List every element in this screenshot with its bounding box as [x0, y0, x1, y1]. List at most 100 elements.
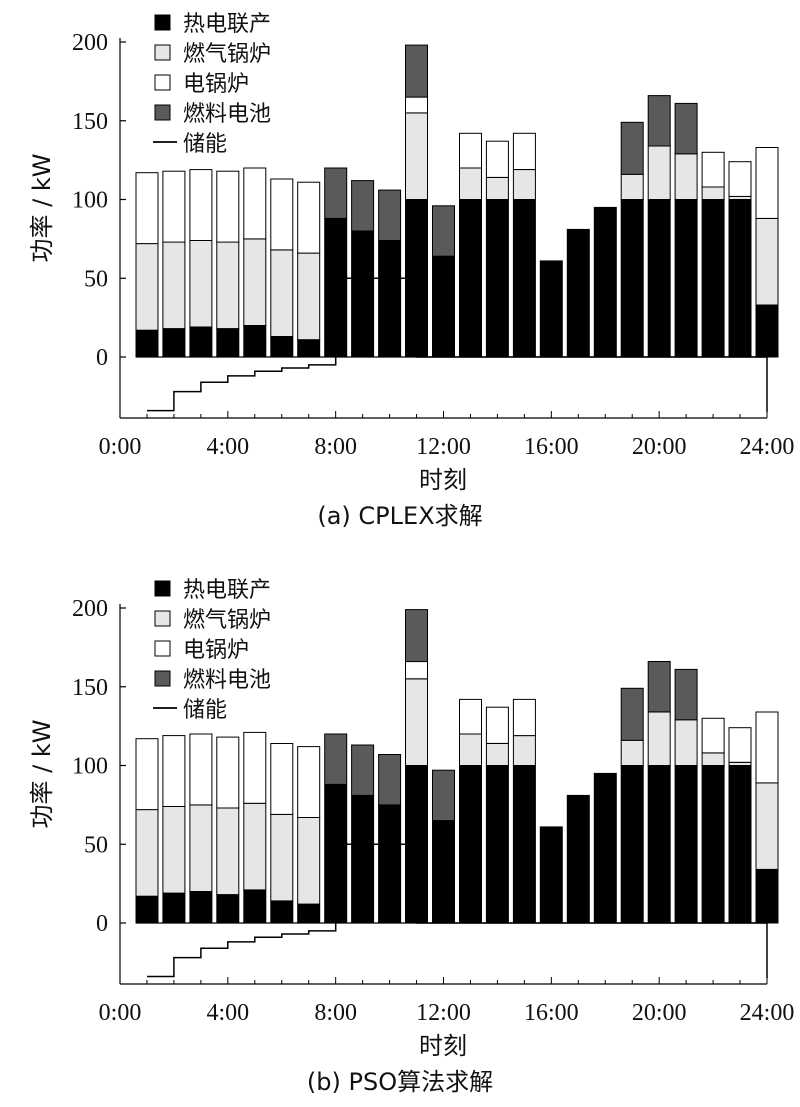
- legend-label: 热电联产: [183, 578, 271, 603]
- bar-segment: [647, 765, 671, 924]
- bar-segment: [405, 678, 428, 767]
- bar-segment: [459, 132, 482, 169]
- bar-segment: [512, 735, 536, 766]
- legend-label: 燃气锅炉: [183, 42, 271, 67]
- bar-segment: [216, 894, 240, 924]
- legend-label: 燃气锅炉: [183, 608, 271, 633]
- bar-segment: [243, 731, 267, 804]
- legend-label: 储能: [183, 698, 227, 723]
- bar-segment: [459, 765, 482, 924]
- bar-segment: [135, 243, 159, 331]
- bar-segment: [512, 132, 536, 171]
- x-tick-label: 24:00: [740, 434, 795, 460]
- y-tick-label: 50: [84, 266, 108, 292]
- bar-segment: [485, 140, 509, 178]
- bar-segment: [216, 241, 240, 330]
- bar-segment: [674, 765, 698, 924]
- bar-segment: [620, 687, 644, 741]
- bar-segment: [243, 325, 267, 358]
- bar-segment: [755, 147, 779, 219]
- bar-segment: [243, 802, 267, 891]
- bar-segment: [593, 206, 617, 358]
- bar-segment: [755, 711, 779, 784]
- bar-segment: [432, 820, 455, 924]
- bar-segment: [674, 668, 698, 721]
- legend-swatch: [154, 610, 171, 627]
- bar-segment: [701, 199, 725, 358]
- bar-segment: [485, 743, 509, 766]
- bar-segment: [351, 180, 375, 232]
- y-axis-label: 功率 / kW: [28, 720, 56, 829]
- bar-segment: [647, 145, 671, 200]
- bar-segment: [755, 217, 779, 306]
- y-tick-label: 150: [72, 675, 108, 701]
- legend-swatch: [154, 44, 171, 61]
- storage-line: [147, 843, 768, 979]
- bar-segment: [620, 765, 644, 924]
- x-tick-label: 20:00: [632, 434, 687, 460]
- bar-segment: [243, 167, 267, 240]
- legend-swatch: [154, 640, 171, 657]
- bar-segment: [620, 199, 644, 358]
- bar-segment: [405, 112, 428, 200]
- legend-label: 电锅炉: [183, 638, 249, 663]
- bar-segment: [216, 328, 240, 358]
- bar-segment: [351, 230, 375, 358]
- bar-segment: [135, 172, 159, 245]
- x-tick-label: 4:00: [206, 1000, 249, 1026]
- bar-segment: [189, 891, 213, 924]
- bar-segment: [459, 167, 482, 200]
- bar-segment: [485, 765, 509, 924]
- legend-label: 电锅炉: [183, 72, 249, 97]
- bar-segment: [297, 181, 321, 254]
- x-tick-label: 0:00: [99, 1000, 142, 1026]
- bar-segment: [728, 727, 752, 763]
- bar-segment: [297, 252, 321, 341]
- y-tick-label: 100: [72, 754, 108, 780]
- bar-segment: [485, 176, 509, 200]
- bar-segment: [512, 169, 536, 201]
- bar-segment: [162, 735, 186, 807]
- legend-swatch: [154, 580, 171, 597]
- bar-segment: [432, 769, 455, 822]
- bar-segment: [216, 807, 240, 896]
- bar-segment: [162, 241, 186, 330]
- bar-segment: [512, 698, 536, 737]
- bar-segment: [189, 733, 213, 806]
- bar-segment: [405, 609, 428, 663]
- chart-caption: (b) PSO算法求解: [307, 1068, 493, 1096]
- bar-segment: [189, 239, 213, 328]
- x-tick-label: 4:00: [206, 434, 249, 460]
- bar-segment: [189, 804, 213, 893]
- bar-segment: [539, 826, 563, 924]
- bar-segment: [270, 743, 294, 815]
- bar-segment: [324, 167, 348, 219]
- bar-segment: [728, 761, 752, 767]
- bar-segment: [459, 199, 482, 358]
- x-tick-label: 16:00: [524, 434, 579, 460]
- legend-swatch: [154, 670, 171, 687]
- bar-segment: [405, 661, 428, 680]
- bar-segment: [162, 806, 186, 894]
- chart-caption: (a) CPLEX求解: [317, 502, 482, 530]
- x-axis-label: 时刻: [419, 466, 467, 494]
- bar-segment: [728, 199, 752, 358]
- bar-segment: [512, 765, 536, 924]
- bar-segment: [351, 744, 375, 796]
- bar-segment: [728, 765, 752, 924]
- x-tick-label: 24:00: [740, 1000, 795, 1026]
- bar-segment: [485, 199, 509, 358]
- bar-segment: [135, 895, 159, 924]
- bar-segment: [270, 336, 294, 358]
- bar-segment: [647, 95, 671, 147]
- bar-segment: [432, 205, 455, 257]
- bar-segment: [270, 813, 294, 902]
- bar-segment: [647, 199, 671, 358]
- bar-segment: [674, 153, 698, 201]
- bar-segment: [270, 178, 294, 251]
- bar-segment: [405, 44, 428, 98]
- bar-segment: [459, 698, 482, 735]
- x-tick-label: 8:00: [314, 434, 357, 460]
- bar-segment: [485, 706, 509, 744]
